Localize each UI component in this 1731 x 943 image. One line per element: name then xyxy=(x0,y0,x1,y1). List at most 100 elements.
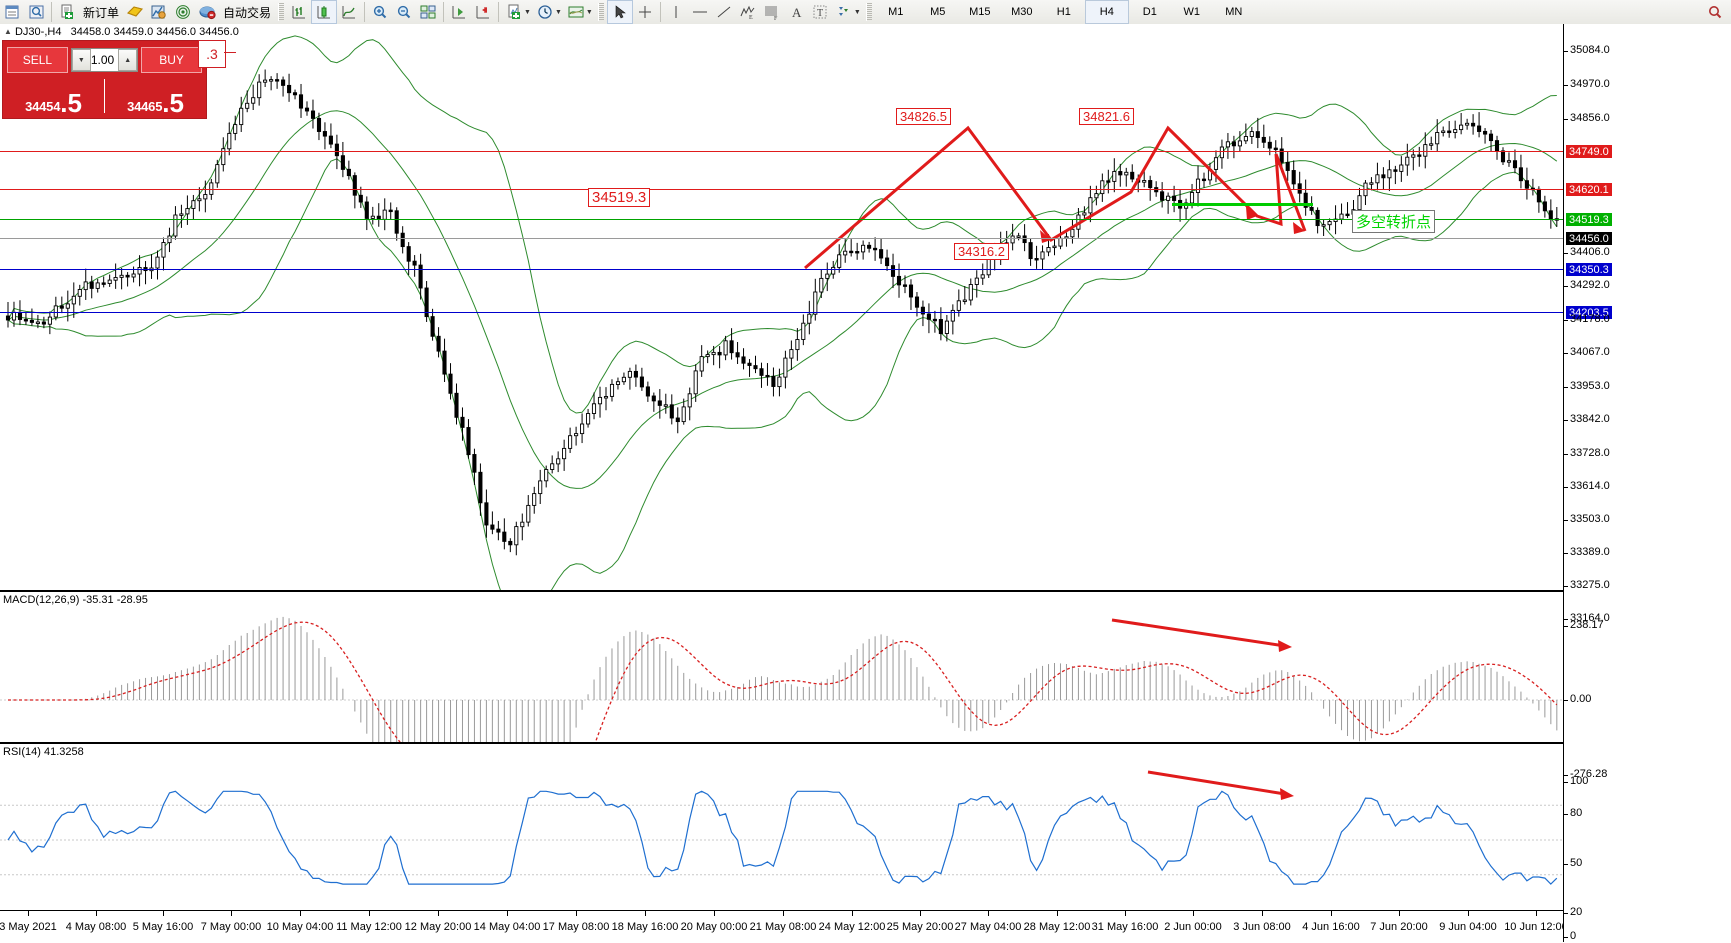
market-watch-icon[interactable] xyxy=(147,1,171,23)
toolbar-divider xyxy=(51,2,52,22)
tag-high-34826[interactable]: 34826.5 xyxy=(896,108,951,125)
chart-area[interactable]: ▲ DJ30-,H4 34458.0 34459.0 34456.0 34456… xyxy=(0,24,1731,943)
price-badge-34749.0[interactable]: 34749.0 xyxy=(1566,145,1612,158)
price-tick-34067.0: 34067.0 xyxy=(1570,346,1610,358)
level-line-34620.1[interactable] xyxy=(0,189,1563,190)
spread-connector xyxy=(224,52,236,53)
autotrade-label[interactable]: 自动交易 xyxy=(223,5,272,20)
fibonacci-icon[interactable]: F xyxy=(760,1,784,23)
chevron-down-icon[interactable]: ▼ xyxy=(524,8,531,16)
timeframe-h4[interactable]: H4 xyxy=(1084,0,1129,24)
price-tick-mark xyxy=(1564,320,1568,321)
line-chart-icon[interactable] xyxy=(337,1,361,23)
tag-low-34316[interactable]: 34316.2 xyxy=(954,243,1009,260)
price-tick-34856.0: 34856.0 xyxy=(1570,112,1610,124)
support-segment[interactable] xyxy=(1172,203,1313,206)
data-window-icon[interactable] xyxy=(0,1,24,23)
rsi-pane[interactable] xyxy=(0,746,1563,910)
chevron-down-icon[interactable]: ▼ xyxy=(585,8,593,16)
signals-icon[interactable] xyxy=(171,1,195,23)
horizontal-line-icon[interactable] xyxy=(688,1,712,23)
toolbar-divider xyxy=(659,2,661,22)
tag-high-34821[interactable]: 34821.6 xyxy=(1079,108,1134,125)
level-line-34456.0[interactable] xyxy=(0,238,1563,239)
one-click-trading-panel[interactable]: SELL ▼ 1.00 ▲ BUY 34454 .5 34465 .5 xyxy=(2,40,207,119)
price-badge-34203.5[interactable]: 34203.5 xyxy=(1566,306,1612,319)
turning-point-note[interactable]: 多空转折点 xyxy=(1352,210,1436,233)
volume-decrease-icon[interactable]: ▼ xyxy=(71,49,91,71)
toolbar-divider xyxy=(443,2,445,22)
new-order-icon[interactable] xyxy=(55,1,79,23)
macd-pane[interactable] xyxy=(0,594,1563,742)
timeframe-w1[interactable]: W1 xyxy=(1183,6,1201,18)
time-tick-mark xyxy=(783,911,784,916)
price-badge-34620.1[interactable]: 34620.1 xyxy=(1566,183,1612,196)
search-chart-icon[interactable] xyxy=(24,1,48,23)
price-tick-mark xyxy=(1564,913,1568,914)
collapse-triangle-icon[interactable]: ▲ xyxy=(4,27,12,36)
trend-line-icon[interactable] xyxy=(712,1,736,23)
timeframe-m1[interactable]: M1 xyxy=(888,6,904,18)
price-badge-34350.3[interactable]: 34350.3 xyxy=(1566,263,1612,276)
timeframe-d1[interactable]: D1 xyxy=(1142,6,1157,18)
time-tick-9-Jun-04-00: 9 Jun 04:00 xyxy=(1439,921,1497,933)
price-badge-34519.3[interactable]: 34519.3 xyxy=(1566,213,1612,226)
templates-icon[interactable] xyxy=(564,1,588,23)
price-pane[interactable] xyxy=(0,24,1563,592)
text-icon[interactable]: A xyxy=(784,1,808,23)
shapes-icon[interactable] xyxy=(832,1,856,23)
volume-value[interactable]: 1.00 xyxy=(90,53,115,67)
price-badge-34456.0[interactable]: 34456.0 xyxy=(1566,232,1612,245)
crosshair-icon[interactable] xyxy=(633,1,657,23)
bar-chart-icon[interactable] xyxy=(287,1,311,23)
search-icon[interactable] xyxy=(1703,1,1727,23)
sell-price[interactable]: 34454 .5 xyxy=(3,76,104,116)
time-axis[interactable]: 3 May 2021 4 May 08:00 5 May 16:00 7 May 00… xyxy=(0,910,1568,943)
sell-button[interactable]: SELL xyxy=(7,47,68,73)
period-clock-icon[interactable] xyxy=(533,1,557,23)
volume-increase-icon[interactable]: ▲ xyxy=(118,49,138,71)
chevron-down-icon[interactable]: ▼ xyxy=(853,8,861,16)
price-tick-mark xyxy=(1564,253,1568,254)
chart-shift-icon[interactable] xyxy=(471,1,495,23)
price-tick-mark xyxy=(1564,626,1568,627)
zoom-out-icon[interactable] xyxy=(392,1,416,23)
vertical-line-icon[interactable] xyxy=(664,1,688,23)
volume-stepper[interactable]: ▼ 1.00 ▲ xyxy=(70,48,139,72)
price-tick-33503.0: 33503.0 xyxy=(1570,513,1610,525)
price-tick-mark xyxy=(1564,553,1568,554)
price-axis[interactable]: 35084.0 34970.0 34856.0 34749.0 34620.1 34519… xyxy=(1563,24,1731,942)
timeframe-m30[interactable]: M30 xyxy=(1011,6,1033,18)
price-tick-35084.0: 35084.0 xyxy=(1570,44,1610,56)
text-label-icon[interactable]: T xyxy=(808,1,832,23)
elliott-wave-icon[interactable]: E xyxy=(736,1,760,23)
buy-button[interactable]: BUY xyxy=(141,47,202,73)
time-tick-5-May-16-00: 5 May 16:00 xyxy=(132,921,194,933)
auto-scroll-icon[interactable] xyxy=(447,1,471,23)
tag-mid-34519[interactable]: 34519.3 xyxy=(588,188,651,207)
autotrade-icon[interactable] xyxy=(195,1,219,23)
buy-price[interactable]: 34465 .5 xyxy=(105,76,206,116)
candlestick-chart-icon[interactable] xyxy=(311,0,338,24)
zoom-in-icon[interactable] xyxy=(368,1,392,23)
chevron-down-icon[interactable]: ▼ xyxy=(554,8,562,16)
level-line-34203.5[interactable] xyxy=(0,312,1563,313)
timeframe-m15[interactable]: M15 xyxy=(969,6,991,18)
tile-windows-icon[interactable] xyxy=(416,1,440,23)
cursor-icon[interactable] xyxy=(606,0,633,24)
buy-price-int: 34465 xyxy=(127,99,163,114)
price-tick-mark xyxy=(1564,520,1568,521)
main-toolbar: 新订单 自动交易 xyxy=(0,0,1731,25)
level-line-34749.0[interactable] xyxy=(0,151,1563,152)
price-tick-mark xyxy=(1564,353,1568,354)
toolbar-divider xyxy=(498,2,500,22)
level-line-34350.3[interactable] xyxy=(0,269,1563,270)
trend-zigzag xyxy=(804,125,1307,270)
timeframe-mn[interactable]: MN xyxy=(1225,6,1243,18)
new-indicator-icon[interactable] xyxy=(502,1,526,23)
level-line-34519.3[interactable] xyxy=(0,219,1563,220)
pending-order-icon[interactable] xyxy=(123,1,147,23)
timeframe-m5[interactable]: M5 xyxy=(930,6,946,18)
new-order-label[interactable]: 新订单 xyxy=(83,5,120,20)
timeframe-h1[interactable]: H1 xyxy=(1056,6,1071,18)
